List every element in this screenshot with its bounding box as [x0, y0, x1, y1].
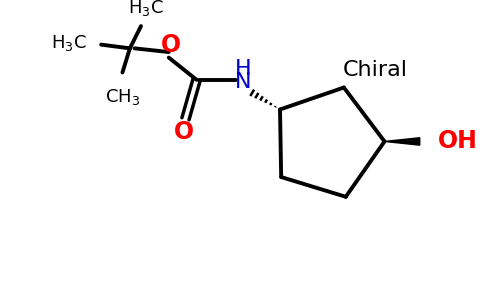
Text: Chiral: Chiral: [343, 60, 408, 80]
Text: H$_3$C: H$_3$C: [50, 33, 86, 53]
Text: O: O: [174, 120, 194, 144]
Text: N: N: [235, 72, 251, 92]
Polygon shape: [384, 138, 420, 145]
Text: O: O: [161, 33, 181, 57]
Text: H: H: [235, 59, 251, 79]
Text: H$_3$C: H$_3$C: [128, 0, 164, 18]
Text: CH$_3$: CH$_3$: [105, 87, 140, 107]
Text: OH: OH: [439, 128, 478, 152]
